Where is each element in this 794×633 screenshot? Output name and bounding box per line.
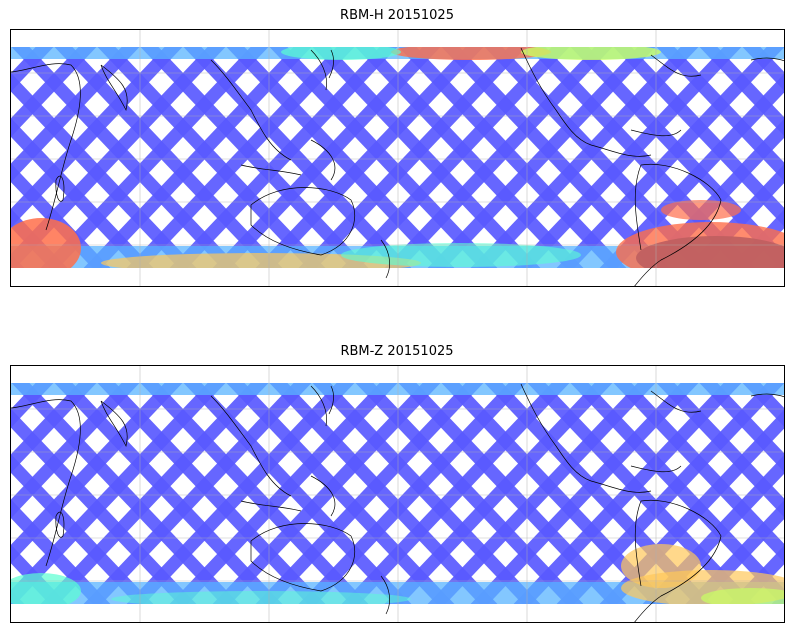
- coastline: [634, 500, 642, 587]
- coastline: [100, 400, 128, 448]
- coastline: [650, 390, 784, 413]
- flux-hotspot: [11, 218, 81, 268]
- coastline: [250, 187, 356, 256]
- coastlines: [11, 383, 784, 622]
- coastline: [380, 239, 390, 279]
- orbit-swath: [169, 47, 398, 268]
- orbit-swath: [11, 383, 140, 519]
- coastline: [590, 465, 682, 493]
- coastline: [210, 395, 292, 497]
- orbit-swath: [11, 383, 54, 428]
- orbit-swath: [11, 47, 97, 137]
- orbit-swath: [11, 47, 54, 92]
- coastline: [250, 523, 356, 592]
- orbit-swath: [384, 383, 613, 604]
- flux-hotspot: [701, 588, 784, 604]
- orbit-swath: [11, 47, 183, 228]
- swath-layer: [11, 383, 784, 604]
- orbit-swath: [83, 383, 312, 604]
- orbit-swath: [513, 383, 742, 604]
- orbit-swath: [742, 383, 784, 427]
- coastline: [210, 59, 292, 161]
- flux-hotspot: [281, 47, 401, 60]
- coastline: [240, 139, 336, 181]
- rbm-z-heatmap: [11, 366, 784, 622]
- flux-hotspot: [521, 47, 661, 60]
- coastline: [310, 385, 334, 427]
- coastline: [520, 47, 592, 146]
- swath-layer: [11, 47, 784, 268]
- flux-hotspot: [391, 47, 551, 60]
- coastline: [634, 499, 722, 622]
- orbit-swath: [556, 383, 784, 604]
- orbit-swath: [11, 47, 140, 183]
- orbit-swath: [427, 383, 656, 604]
- rbm-h-heatmap: [11, 30, 784, 286]
- coastline: [634, 164, 642, 251]
- graticule: [11, 30, 784, 286]
- orbit-swath: [11, 383, 183, 564]
- orbit-swath: [169, 383, 398, 604]
- orbit-swath: [384, 47, 613, 268]
- coastline: [380, 575, 390, 615]
- coastline: [11, 63, 81, 231]
- orbit-swath: [699, 47, 784, 136]
- orbit-swath: [126, 47, 355, 268]
- coastline: [520, 383, 592, 482]
- coastline: [240, 475, 336, 517]
- orbit-swath: [556, 47, 784, 268]
- orbit-swath: [126, 383, 355, 604]
- orbit-swath: [470, 383, 699, 604]
- coastline: [100, 64, 128, 112]
- panel-title: RBM-Z 20151025: [340, 344, 454, 359]
- orbit-swath: [298, 383, 527, 604]
- orbit-swath: [613, 383, 784, 563]
- orbit-swath: [212, 383, 441, 604]
- flux-hotspot: [111, 591, 411, 604]
- flux-hotspot: [621, 544, 701, 588]
- intensity-band: [11, 383, 784, 395]
- orbit-swath: [11, 383, 97, 473]
- coastline: [310, 49, 334, 91]
- orbit-swath: [470, 47, 699, 268]
- coastline: [634, 163, 722, 286]
- map-rbm-h: [10, 29, 785, 287]
- orbit-swath: [83, 47, 312, 268]
- orbit-swath: [341, 383, 570, 604]
- coastline: [55, 175, 65, 202]
- coastline: [11, 399, 81, 567]
- flux-hotspot: [341, 243, 581, 267]
- coastlines: [11, 47, 784, 286]
- orbit-swath: [427, 47, 656, 268]
- orbit-swath: [255, 383, 484, 604]
- coastline: [650, 54, 784, 77]
- orbit-swath: [656, 383, 784, 518]
- orbit-swath: [255, 47, 484, 268]
- flux-hotspot: [101, 253, 421, 268]
- orbit-swath: [298, 47, 527, 268]
- orbit-swath: [40, 383, 269, 604]
- orbit-swath: [742, 47, 784, 91]
- orbit-swath: [613, 47, 784, 227]
- map-rbm-z: [10, 365, 785, 623]
- orbit-swath: [656, 47, 784, 182]
- orbit-swath: [212, 47, 441, 268]
- flux-hotspot: [636, 236, 784, 268]
- orbit-swath: [513, 47, 742, 268]
- coastline: [590, 129, 682, 157]
- graticule: [11, 366, 784, 622]
- flux-hotspot: [661, 200, 741, 220]
- panel-title: RBM-H 20151025: [340, 8, 454, 23]
- orbit-swath: [341, 47, 570, 268]
- coastline: [55, 511, 65, 538]
- orbit-swath: [699, 383, 784, 472]
